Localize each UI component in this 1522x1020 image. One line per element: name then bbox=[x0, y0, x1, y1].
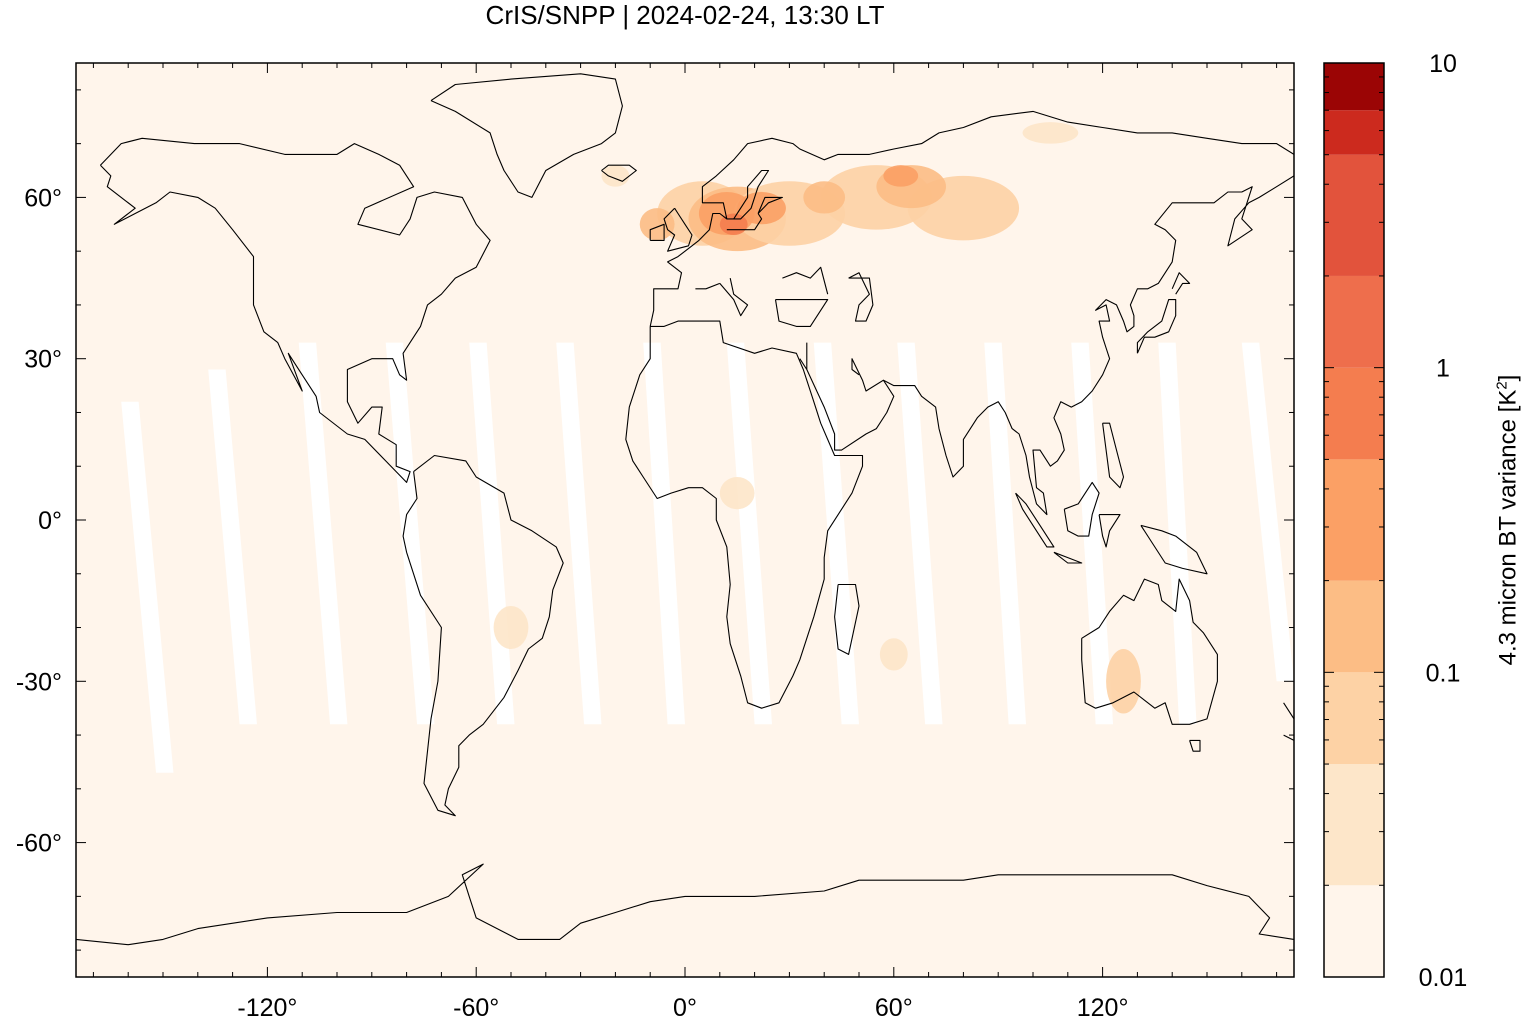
y-tick-label: 60° bbox=[24, 184, 62, 212]
y-tick-label: 30° bbox=[24, 346, 62, 374]
coastline bbox=[1015, 492, 1055, 548]
coastline bbox=[782, 266, 829, 295]
colorbar-swatch bbox=[1324, 764, 1384, 886]
coastline bbox=[1102, 422, 1125, 489]
variance-patch bbox=[493, 606, 529, 650]
colorbar-label: 4.3 micron BT variance [K2] bbox=[1493, 374, 1522, 666]
coastline bbox=[774, 299, 829, 327]
colorbar-swatch bbox=[1324, 63, 1384, 111]
orbit-gaps bbox=[121, 342, 1294, 773]
colorbar-frame bbox=[1323, 62, 1385, 978]
map-axes: -120° -60° 0° 60° 120° 60° 30° 0° -30° -60° bbox=[16, 63, 1294, 1020]
coastline bbox=[1053, 551, 1083, 564]
orbit-gap bbox=[298, 342, 348, 725]
coastline bbox=[848, 272, 874, 322]
coastline bbox=[695, 282, 720, 290]
coastline bbox=[601, 164, 637, 182]
variance-patch bbox=[883, 165, 919, 187]
orbit-gap bbox=[726, 342, 772, 725]
coastline bbox=[1063, 481, 1100, 537]
coastline bbox=[719, 277, 749, 317]
orbit-gap bbox=[1071, 342, 1114, 725]
variance-patch bbox=[803, 181, 846, 214]
coastline bbox=[806, 358, 895, 451]
coastline bbox=[726, 169, 770, 220]
coastline bbox=[649, 223, 665, 241]
colorbar-swatch bbox=[1324, 580, 1384, 673]
x-tick-label: -120° bbox=[237, 994, 297, 1020]
coastline bbox=[1098, 514, 1121, 548]
y-tick-label: 0° bbox=[38, 507, 62, 535]
coastline bbox=[76, 863, 1294, 946]
variance-patch bbox=[719, 476, 755, 510]
x-tick-label: 120° bbox=[1077, 994, 1129, 1020]
x-tick-label: -60° bbox=[453, 994, 499, 1020]
orbit-gap bbox=[813, 342, 859, 725]
orbit-gap bbox=[897, 342, 943, 725]
coastline bbox=[1136, 299, 1177, 354]
x-tick-label: 60° bbox=[875, 994, 913, 1020]
colorbar-swatch bbox=[1324, 672, 1384, 765]
coastline bbox=[726, 213, 763, 231]
orbit-gap bbox=[556, 342, 602, 725]
orbit-gap bbox=[121, 401, 174, 773]
coastline bbox=[663, 207, 693, 252]
coastline bbox=[625, 320, 864, 709]
colorbar-tick-label: 0.1 bbox=[1426, 659, 1461, 687]
colorbar-swatch bbox=[1324, 459, 1384, 581]
coastline bbox=[649, 110, 1294, 327]
coastline bbox=[1283, 702, 1294, 741]
colorbar-tick-label: 0.01 bbox=[1419, 964, 1468, 992]
orbit-gap bbox=[1158, 342, 1197, 725]
orbit-gap bbox=[208, 369, 257, 725]
coastline bbox=[834, 583, 860, 655]
x-tick-label: 0° bbox=[673, 994, 697, 1020]
colorbar-swatch bbox=[1324, 154, 1384, 276]
y-tick-label: -60° bbox=[16, 830, 62, 858]
colorbar-swatch bbox=[1324, 885, 1384, 977]
variance-patch bbox=[639, 208, 675, 241]
colorbar: 10 1 0.1 0.01 bbox=[1323, 50, 1468, 992]
colorbar-swatch bbox=[1324, 367, 1384, 460]
orbit-gap bbox=[1241, 342, 1294, 682]
colorbar-tick-label: 1 bbox=[1436, 355, 1450, 383]
coastline bbox=[1140, 524, 1208, 575]
coastline bbox=[402, 454, 564, 817]
figure-title: CrIS/SNPP | 2024-02-24, 13:30 LT bbox=[485, 0, 885, 30]
coastline bbox=[757, 196, 783, 214]
coastline bbox=[883, 175, 1294, 516]
variance-patch bbox=[1022, 122, 1079, 144]
orbit-gap bbox=[643, 342, 685, 725]
variance-patch bbox=[737, 192, 786, 225]
y-tick-label: -30° bbox=[16, 668, 62, 696]
coastline bbox=[100, 137, 491, 483]
coastline bbox=[1171, 272, 1191, 295]
coastline bbox=[430, 73, 623, 198]
colorbar-tick-label: 10 bbox=[1429, 50, 1457, 78]
variance-patch bbox=[1106, 649, 1141, 714]
coastline bbox=[1081, 578, 1218, 725]
colorbar-swatch bbox=[1324, 275, 1384, 368]
orbit-gap bbox=[385, 342, 435, 725]
variance-patch bbox=[879, 638, 908, 671]
coastlines bbox=[76, 73, 1294, 946]
coastline bbox=[1189, 739, 1201, 752]
colorbar-swatch bbox=[1324, 110, 1384, 155]
orbit-gap bbox=[984, 342, 1027, 725]
variance-patch bbox=[601, 165, 630, 187]
